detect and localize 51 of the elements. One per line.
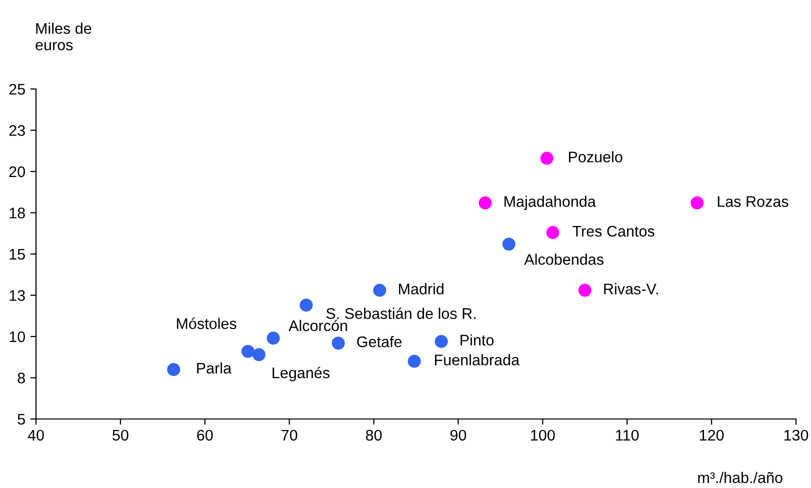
y-tick-label: 23 xyxy=(9,125,25,136)
x-tick-label: 70 xyxy=(282,430,298,441)
y-tick-label: 18 xyxy=(10,208,25,218)
point xyxy=(252,348,266,362)
point xyxy=(241,344,254,358)
x-tick-label: 120 xyxy=(700,430,724,441)
x-tick-label: 110 xyxy=(616,430,639,441)
annotation: Parla xyxy=(197,362,232,374)
annotation: Madrid xyxy=(399,283,444,294)
point xyxy=(546,226,560,240)
annotation: Las Rozas xyxy=(718,196,788,207)
x-tick-label: 130 xyxy=(784,430,808,441)
annotation: Móstoles xyxy=(176,318,236,330)
annotation: Fuenlabrada xyxy=(435,354,520,366)
point xyxy=(300,298,313,312)
x-tick-label: 50 xyxy=(112,430,128,441)
point xyxy=(373,284,386,297)
y-tick-label: 13 xyxy=(10,290,25,301)
x-tick-label: 90 xyxy=(450,430,466,441)
x-tick-label: 40 xyxy=(28,430,44,441)
y-tick-label: 5 xyxy=(18,414,25,425)
point xyxy=(690,196,704,210)
point xyxy=(502,238,516,251)
x-tick-label: 80 xyxy=(366,430,382,441)
annotation: Tres Cantos xyxy=(572,226,654,237)
point xyxy=(167,362,180,376)
y-tick-label: 15 xyxy=(10,249,25,260)
point xyxy=(434,334,448,348)
point xyxy=(408,354,421,368)
y-axis-title: Miles de euros xyxy=(36,22,92,50)
point xyxy=(540,152,554,165)
annotation: Pinto xyxy=(460,334,494,346)
annotation: Rivas-V. xyxy=(604,283,658,294)
annotation: Getafe xyxy=(357,336,402,348)
x-axis-title: m³./hab./año xyxy=(698,472,782,484)
annotation: Leganés xyxy=(272,366,330,382)
annotation: Alcorcón xyxy=(288,320,348,332)
annotation: Pozuelo xyxy=(568,151,622,162)
y-tick-label: 20 xyxy=(9,166,25,178)
x-tick-label: 100 xyxy=(531,430,555,441)
annotation: S. Sebastián de los R. xyxy=(326,308,476,319)
annotation: Alcobendas xyxy=(524,254,604,265)
point xyxy=(478,196,492,210)
point xyxy=(266,332,280,345)
point xyxy=(578,284,592,297)
y-tick-label: 10 xyxy=(10,331,25,342)
x-tick-label: 60 xyxy=(197,430,213,441)
point xyxy=(332,336,345,350)
y-tick-label: 8 xyxy=(18,372,25,384)
y-tick-label: 25 xyxy=(9,84,25,95)
annotation: Majadahonda xyxy=(504,196,596,210)
